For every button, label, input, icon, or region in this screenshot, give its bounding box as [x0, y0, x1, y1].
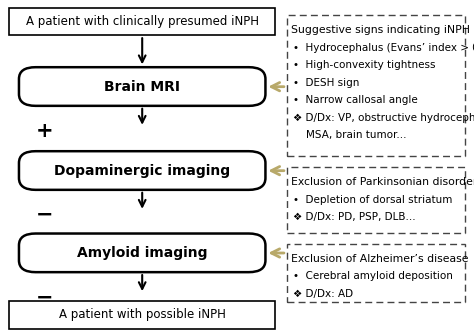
- FancyBboxPatch shape: [19, 234, 265, 272]
- Text: MSA, brain tumor...: MSA, brain tumor...: [293, 130, 406, 140]
- Text: •  Cerebral amyloid deposition: • Cerebral amyloid deposition: [293, 271, 453, 281]
- Text: A patient with clinically presumed iNPH: A patient with clinically presumed iNPH: [26, 15, 259, 28]
- Bar: [287, 244, 465, 302]
- FancyBboxPatch shape: [19, 67, 265, 106]
- Text: •  DESH sign: • DESH sign: [293, 78, 359, 88]
- Bar: [287, 167, 465, 233]
- Text: ❖ D/Dx: AD: ❖ D/Dx: AD: [293, 289, 353, 299]
- Bar: [9, 301, 275, 329]
- Text: •  Narrow callosal angle: • Narrow callosal angle: [293, 95, 418, 105]
- Text: Exclusion of Parkinsonian disorders: Exclusion of Parkinsonian disorders: [291, 177, 474, 187]
- Text: −: −: [36, 287, 54, 307]
- Text: Amyloid imaging: Amyloid imaging: [77, 246, 208, 260]
- Text: Exclusion of Alzheimer’s disease: Exclusion of Alzheimer’s disease: [291, 254, 468, 264]
- Text: +: +: [36, 121, 54, 141]
- Bar: [9, 8, 275, 35]
- Bar: [287, 15, 465, 156]
- Text: •  High-convexity tightness: • High-convexity tightness: [293, 60, 436, 70]
- Text: −: −: [36, 205, 54, 225]
- Text: •  Hydrocephalus (Evans’ index > 0.3): • Hydrocephalus (Evans’ index > 0.3): [293, 43, 474, 53]
- FancyBboxPatch shape: [19, 151, 265, 190]
- Text: Brain MRI: Brain MRI: [104, 80, 180, 93]
- Text: ❖ D/Dx: PD, PSP, DLB...: ❖ D/Dx: PD, PSP, DLB...: [293, 212, 416, 222]
- Text: Dopaminergic imaging: Dopaminergic imaging: [54, 164, 230, 177]
- Text: ❖ D/Dx: VP, obstructive hydrocephalus,: ❖ D/Dx: VP, obstructive hydrocephalus,: [293, 113, 474, 123]
- Text: •  Depletion of dorsal striatum: • Depletion of dorsal striatum: [293, 195, 452, 205]
- Text: A patient with possible iNPH: A patient with possible iNPH: [59, 308, 226, 321]
- Text: Suggestive signs indicating iNPH: Suggestive signs indicating iNPH: [291, 25, 470, 35]
